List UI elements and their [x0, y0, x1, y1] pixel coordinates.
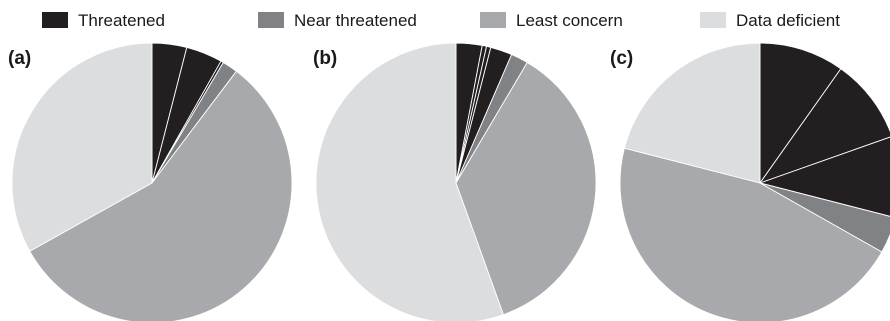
- panel-label: (b): [313, 48, 337, 69]
- legend-swatch: [700, 12, 726, 28]
- pie-slice-data-deficient: [623, 42, 761, 184]
- legend-swatch: [42, 12, 68, 28]
- legend-item-least-concern: Least concern: [480, 11, 623, 30]
- legend-label: Data deficient: [736, 11, 840, 30]
- legend: Threatened Near threatened Least concern Da…: [42, 11, 840, 30]
- pie-slice-least-concern: [455, 62, 597, 316]
- legend-label: Least concern: [516, 11, 623, 30]
- legend-label: Near threatened: [294, 11, 417, 30]
- pie-panels: (a) (b) (c): [8, 42, 890, 321]
- pie-slice-threatened: [759, 68, 890, 184]
- pie-panel-c: (c): [610, 42, 890, 321]
- pie-panel-b: (b): [313, 42, 597, 321]
- pie-slice-least-concern: [29, 70, 293, 321]
- legend-swatch: [258, 12, 284, 28]
- legend-item-data-deficient: Data deficient: [700, 11, 840, 30]
- panel-label: (a): [8, 48, 31, 69]
- pie-slice-least-concern: [619, 147, 883, 321]
- pie-panel-a: (a): [8, 42, 293, 321]
- pie-slice-data-deficient: [11, 42, 153, 252]
- pie-slice-data-deficient: [315, 42, 504, 321]
- legend-swatch: [480, 12, 506, 28]
- legend-item-threatened: Threatened: [42, 11, 165, 30]
- pie-slice-threatened: [759, 42, 842, 184]
- panel-label: (c): [610, 48, 633, 69]
- legend-item-near-threatened: Near threatened: [258, 11, 417, 30]
- legend-label: Threatened: [78, 11, 165, 30]
- pie-slice-threatened: [759, 136, 890, 217]
